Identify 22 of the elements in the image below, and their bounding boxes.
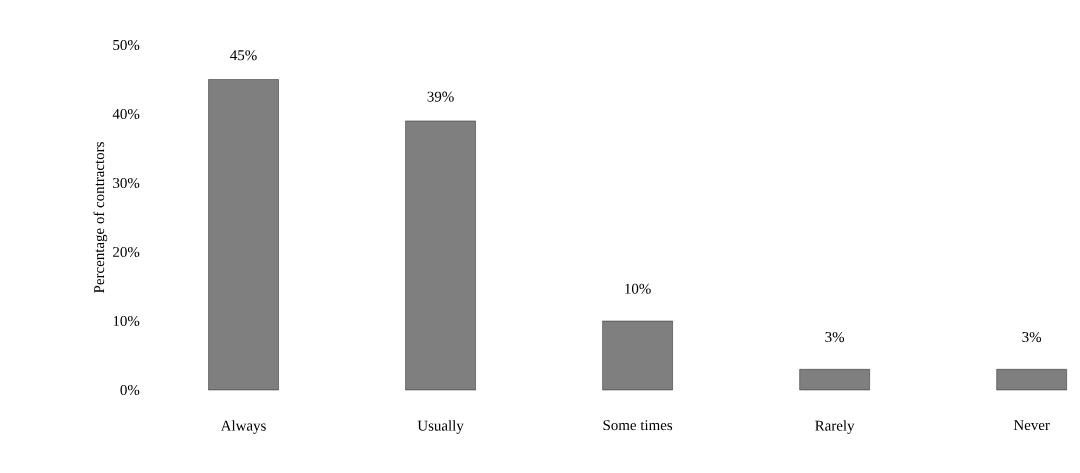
y-tick-label: 30% — [113, 177, 140, 189]
bar — [799, 369, 870, 391]
x-tick-label: Usually — [417, 420, 464, 434]
data-label: 45% — [230, 50, 257, 61]
y-tick-label: 40% — [112, 108, 140, 120]
y-axis-title: Percentage of contractors — [93, 142, 108, 293]
y-tick-label: 10% — [113, 315, 140, 327]
x-tick-label: Some times — [603, 420, 673, 431]
y-tick-label: 50% — [113, 39, 140, 51]
bar — [996, 369, 1067, 391]
x-tick-label: Rarely — [815, 420, 855, 434]
data-label: 3% — [1022, 331, 1042, 343]
y-tick-label: 0% — [120, 384, 140, 396]
data-label: 10% — [625, 283, 651, 294]
bar — [405, 120, 476, 391]
data-label: 3% — [825, 331, 845, 343]
data-label: 39% — [427, 91, 454, 102]
bar — [602, 320, 673, 391]
bar — [208, 79, 279, 391]
x-tick-label: Always — [220, 420, 266, 434]
y-tick-label: 20% — [113, 246, 140, 258]
x-tick-label: Never — [1013, 420, 1050, 431]
